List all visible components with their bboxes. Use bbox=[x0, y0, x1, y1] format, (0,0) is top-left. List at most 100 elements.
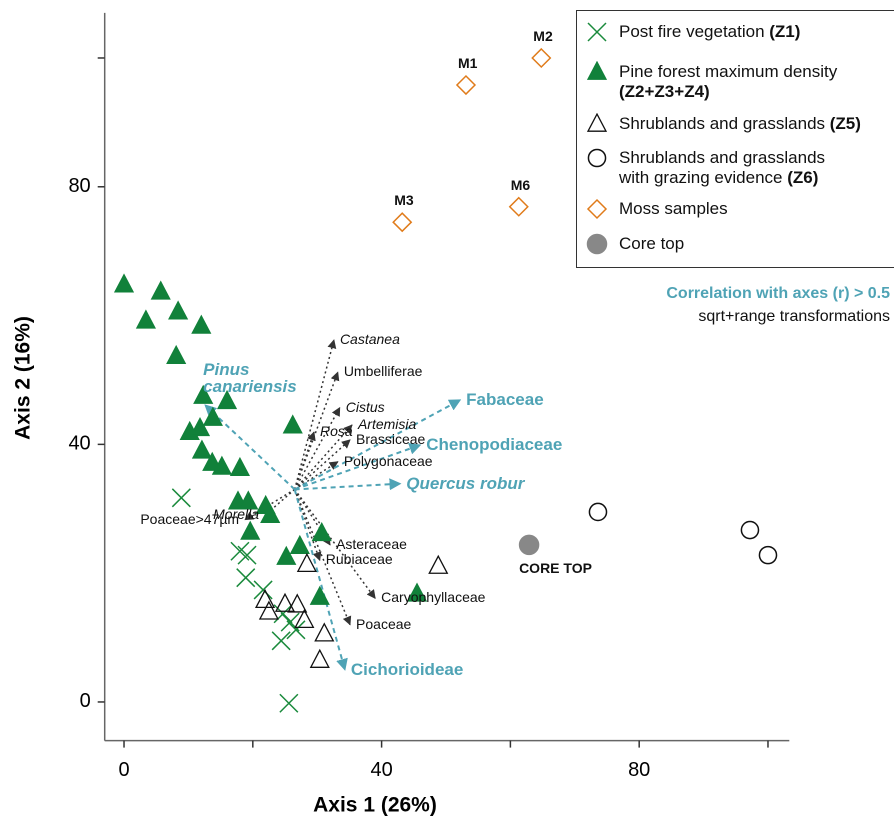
triangle-marker bbox=[240, 520, 261, 540]
circle-marker bbox=[758, 545, 778, 565]
legend-text: Shrublands and grasslands with grazing e… bbox=[619, 148, 849, 188]
triangle-marker bbox=[189, 416, 211, 437]
vector-arrow bbox=[294, 424, 353, 490]
vector-label: Brassiceae bbox=[356, 430, 426, 447]
cross-marker bbox=[253, 580, 273, 600]
legend-text: Core top bbox=[619, 234, 889, 254]
triangle-marker bbox=[168, 300, 189, 320]
cross-marker bbox=[171, 488, 191, 508]
triangle-marker bbox=[287, 593, 308, 613]
x-tick-label: 40 bbox=[370, 759, 392, 781]
point-label: CORE TOP bbox=[519, 559, 592, 576]
vector-arrow bbox=[293, 431, 316, 490]
diamond-marker bbox=[455, 74, 477, 96]
cross-marker bbox=[280, 612, 300, 632]
circle-marker bbox=[588, 502, 608, 522]
cross-marker bbox=[273, 604, 293, 624]
triangle-marker bbox=[193, 384, 214, 404]
triangle-marker bbox=[314, 622, 335, 642]
triangle-marker bbox=[282, 414, 303, 434]
triangle-marker bbox=[274, 592, 296, 612]
point-label: M3 bbox=[394, 192, 414, 209]
legend-label: Core top bbox=[619, 234, 685, 253]
point-label: M2 bbox=[533, 27, 553, 44]
vector-arrow bbox=[204, 404, 296, 491]
legend-code: (Z5) bbox=[829, 114, 861, 133]
legend-marker bbox=[586, 61, 608, 80]
triangle-marker bbox=[311, 521, 332, 542]
triangle-marker bbox=[202, 406, 223, 426]
legend: Post fire vegetation (Z1) Pine forest max… bbox=[576, 10, 894, 268]
triangle-marker bbox=[260, 503, 281, 524]
triangle-marker bbox=[238, 490, 259, 510]
vector-label: Quercus robur bbox=[406, 473, 525, 493]
triangle-marker bbox=[113, 273, 135, 293]
vector-arrow bbox=[293, 489, 348, 671]
legend-label: Pine forest maximum density bbox=[619, 62, 838, 81]
legend-label: Moss samples bbox=[619, 199, 728, 218]
triangle-marker bbox=[258, 600, 279, 620]
triangle-marker bbox=[191, 439, 213, 459]
vector-label: Pinus canariensis bbox=[203, 360, 297, 397]
vector-label: Polygonaceae bbox=[343, 452, 433, 469]
point-label: M1 bbox=[457, 55, 478, 72]
y-axis-title: Axis 2 (16%) bbox=[12, 316, 35, 440]
legend-code: (Z1) bbox=[769, 22, 801, 41]
vector-arrow bbox=[293, 339, 337, 490]
triangle-marker bbox=[309, 585, 330, 605]
legend-label: Shrublands and grasslands bbox=[619, 114, 826, 133]
vector-label: Cichorioideae bbox=[350, 659, 464, 679]
triangle-marker bbox=[229, 456, 251, 477]
y-tick-label: 40 bbox=[68, 433, 90, 455]
cross-marker bbox=[279, 693, 299, 713]
triangle-marker bbox=[428, 554, 449, 574]
legend-text: Post fire vegetation (Z1) bbox=[619, 22, 889, 42]
vector-label: Chenopodiaceae bbox=[426, 435, 563, 454]
legend-marker bbox=[587, 148, 607, 168]
vector-arrow bbox=[294, 406, 341, 490]
legend-marker bbox=[587, 22, 607, 42]
vector-label: Poaceae>47µm bbox=[140, 510, 240, 527]
legend-code: (Z6) bbox=[787, 168, 819, 187]
triangle-marker bbox=[216, 389, 238, 410]
circle-marker bbox=[587, 148, 607, 168]
x-tick-label: 80 bbox=[628, 759, 650, 781]
y-tick-label: 80 bbox=[68, 175, 90, 197]
triangle-marker bbox=[294, 608, 315, 629]
triangle-marker bbox=[309, 648, 330, 668]
cross-marker bbox=[271, 631, 291, 651]
cross-marker bbox=[286, 620, 306, 640]
triangle-marker bbox=[586, 113, 608, 132]
cross-marker bbox=[236, 568, 256, 588]
vector-label: Caryophyllaceae bbox=[381, 589, 486, 606]
vector-label: Asteraceae bbox=[336, 535, 407, 552]
y-tick-label: 0 bbox=[80, 690, 91, 712]
cross-marker bbox=[230, 541, 250, 561]
legend-label: Shrublands and grasslands with grazing e… bbox=[619, 148, 826, 187]
vector-label: Cistus bbox=[345, 398, 385, 415]
vector-label: Rosa bbox=[319, 423, 353, 440]
legend-code: (Z2+Z3+Z4) bbox=[619, 82, 710, 101]
vector-label: Fabaceae bbox=[466, 389, 544, 409]
triangle-marker bbox=[135, 309, 156, 329]
legend-label: Post fire vegetation bbox=[619, 22, 765, 41]
triangle-marker bbox=[406, 582, 428, 602]
triangle-marker bbox=[296, 552, 317, 572]
vector-label: Rubiaceae bbox=[325, 551, 393, 568]
vector-arrow bbox=[294, 461, 339, 491]
cross-marker bbox=[237, 545, 257, 565]
legend-marker bbox=[586, 233, 608, 255]
diamond-marker bbox=[392, 212, 413, 233]
annotation: sqrt+range transformations bbox=[698, 308, 890, 325]
legend-marker bbox=[586, 198, 608, 220]
annotation: Correlation with axes (r) > 0.5 bbox=[666, 285, 890, 302]
diamond-marker bbox=[531, 47, 552, 69]
vector-label: Poaceae bbox=[356, 615, 412, 632]
triangle-marker bbox=[191, 314, 212, 334]
triangle-marker bbox=[254, 588, 276, 609]
vector-label: Umbelliferae bbox=[343, 363, 423, 380]
legend-text: Pine forest maximum density (Z2+Z3+Z4) bbox=[619, 62, 859, 102]
triangle-marker bbox=[166, 344, 187, 364]
